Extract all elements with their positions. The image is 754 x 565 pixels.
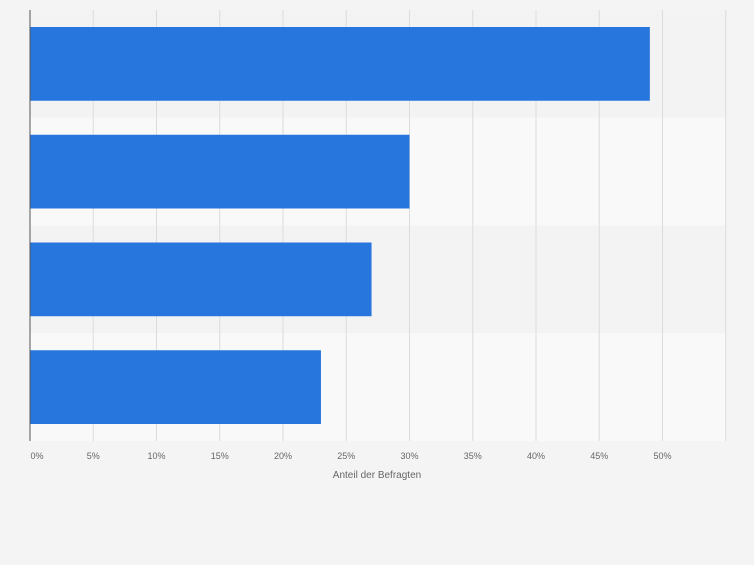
x-tick-label: 10% [147,451,165,461]
x-tick-label: 20% [274,451,292,461]
bar [30,350,321,424]
x-tick-label: 35% [464,451,482,461]
x-tick-label: 45% [590,451,608,461]
bar [30,242,372,317]
bar [30,27,650,101]
x-tick-label: 40% [527,451,545,461]
x-tick-label: 15% [211,451,229,461]
x-tick-label: 30% [400,451,418,461]
x-tick-label: 0% [30,451,43,461]
x-tick-label: 50% [653,451,671,461]
x-tick-labels: 0% 5% 10% 15% 20% 25% 30% 35% 40% 45% 50% [30,451,671,461]
bar [30,134,410,209]
bars [30,27,650,424]
x-tick-label: 25% [337,451,355,461]
x-tick-label: 5% [87,451,100,461]
x-axis-label: Anteil der Befragten [333,470,421,481]
